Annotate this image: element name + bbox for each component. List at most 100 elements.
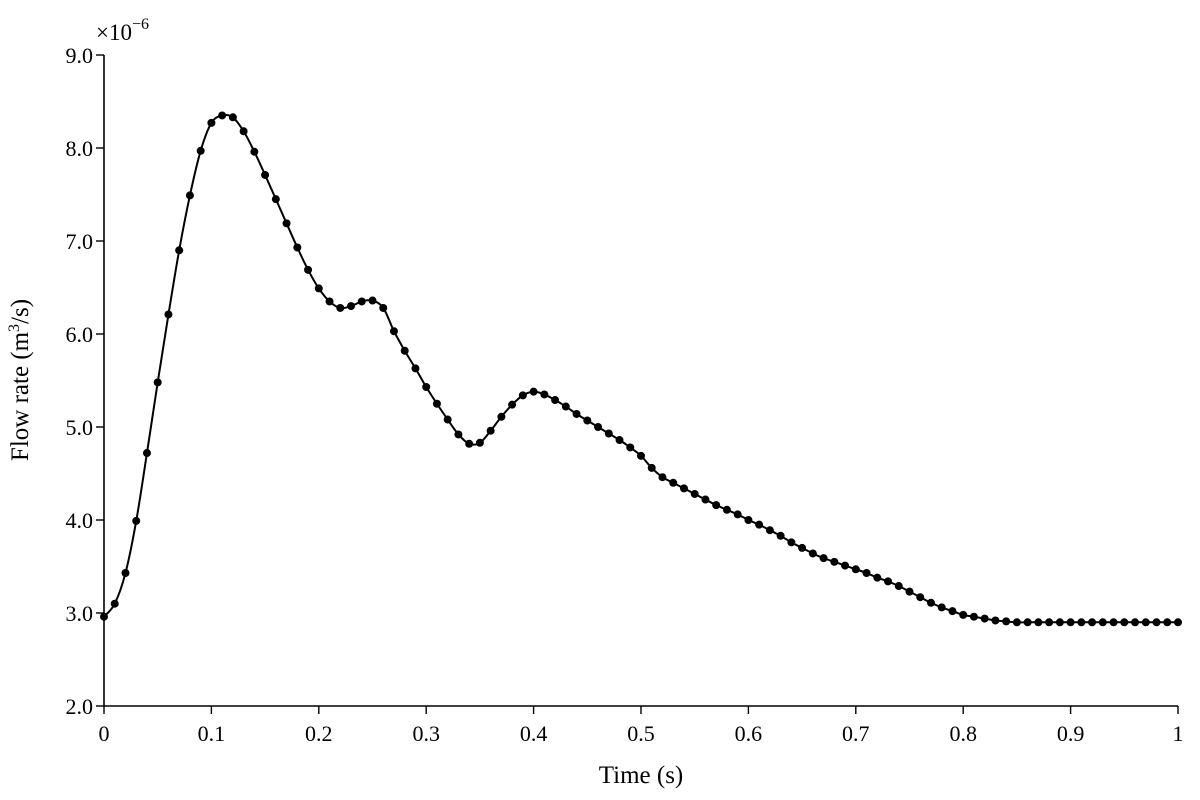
data-point: [937, 603, 946, 612]
data-point: [432, 399, 441, 408]
data-point: [551, 396, 560, 405]
y-tick-label: 7.0: [66, 229, 94, 254]
data-point: [422, 383, 431, 392]
data-point: [325, 297, 334, 306]
data-point: [1088, 618, 1097, 627]
x-tick-label: 0.1: [198, 721, 226, 746]
data-point: [733, 510, 742, 519]
data-point: [1045, 618, 1054, 627]
data-point: [583, 416, 592, 425]
data-point: [808, 549, 817, 558]
y-tick-label: 2.0: [66, 694, 94, 719]
x-tick-label: 0.8: [949, 721, 977, 746]
data-point: [497, 412, 506, 421]
data-point: [1152, 618, 1161, 627]
data-point: [357, 297, 366, 306]
data-point: [1066, 618, 1075, 627]
data-point: [508, 400, 517, 409]
multiplier-label: ×10−6: [96, 16, 149, 45]
data-point: [1131, 618, 1140, 627]
data-point: [486, 426, 495, 435]
data-point: [980, 614, 989, 623]
data-point: [1109, 618, 1118, 627]
y-axis-ticks: 2.0 3.0 4.0 5.0 6.0 7.0 8.0 9.0: [66, 43, 104, 719]
x-tick-label: 0.2: [305, 721, 333, 746]
data-point: [164, 310, 173, 319]
data-point: [100, 612, 108, 621]
data-point: [776, 531, 785, 540]
data-point: [454, 430, 463, 439]
data-point: [443, 415, 452, 424]
data-point: [218, 111, 227, 120]
data-point: [884, 577, 893, 586]
data-point: [862, 569, 871, 578]
data-point: [798, 543, 807, 552]
data-point: [282, 219, 291, 228]
data-point: [314, 284, 323, 293]
data-point: [969, 612, 978, 621]
data-point: [529, 387, 538, 396]
data-point: [1002, 617, 1011, 626]
data-point: [851, 565, 860, 574]
data-point: [819, 554, 828, 563]
data-point: [894, 582, 903, 591]
data-point: [389, 327, 398, 336]
y-tick-label: 3.0: [66, 601, 94, 626]
y-tick-label: 4.0: [66, 508, 94, 533]
data-point: [916, 593, 925, 602]
data-point: [465, 439, 474, 448]
x-tick-label: 0: [99, 721, 110, 746]
data-point: [722, 505, 731, 514]
x-tick-label: 1: [1173, 721, 1184, 746]
data-point: [926, 598, 935, 607]
data-point: [1163, 618, 1172, 627]
data-point: [132, 516, 141, 525]
y-axis-title: Flow rate (m3/s): [6, 299, 34, 461]
x-tick-label: 0.4: [520, 721, 548, 746]
data-point: [1012, 618, 1021, 627]
data-point: [207, 118, 216, 127]
data-point: [261, 170, 270, 179]
data-point: [142, 449, 151, 458]
x-tick-label: 0.3: [412, 721, 440, 746]
data-point: [765, 526, 774, 535]
data-point: [991, 616, 1000, 625]
data-point: [1120, 618, 1129, 627]
data-point: [368, 296, 377, 305]
data-point: [1098, 618, 1107, 627]
data-point: [701, 495, 710, 504]
data-point: [679, 484, 688, 493]
data-point: [175, 246, 184, 255]
data-point: [250, 147, 259, 156]
data-point: [712, 501, 721, 510]
data-point: [948, 607, 957, 616]
x-tick-label: 0.9: [1057, 721, 1085, 746]
data-point: [755, 520, 764, 529]
data-point: [1141, 618, 1150, 627]
data-point: [411, 364, 420, 373]
data-point: [669, 478, 678, 487]
data-point: [228, 113, 237, 122]
x-tick-label: 0.7: [842, 721, 870, 746]
data-points: [100, 111, 1182, 627]
data-point: [1055, 618, 1064, 627]
data-point: [185, 191, 194, 200]
data-point: [787, 538, 796, 547]
data-point: [540, 390, 549, 399]
data-point: [347, 302, 356, 311]
data-point: [594, 423, 603, 431]
data-point: [1077, 618, 1086, 627]
data-point: [690, 489, 699, 498]
data-point: [271, 195, 280, 204]
data-point: [121, 569, 130, 578]
x-axis-title: Time (s): [599, 762, 684, 789]
data-point: [744, 516, 753, 524]
flow-rate-line: [103, 113, 1178, 624]
data-point: [239, 127, 248, 136]
y-tick-label: 6.0: [66, 322, 94, 347]
data-point: [379, 303, 388, 312]
data-point: [572, 409, 581, 418]
data-point: [830, 557, 839, 566]
data-point: [873, 573, 882, 582]
data-point: [1174, 618, 1182, 627]
